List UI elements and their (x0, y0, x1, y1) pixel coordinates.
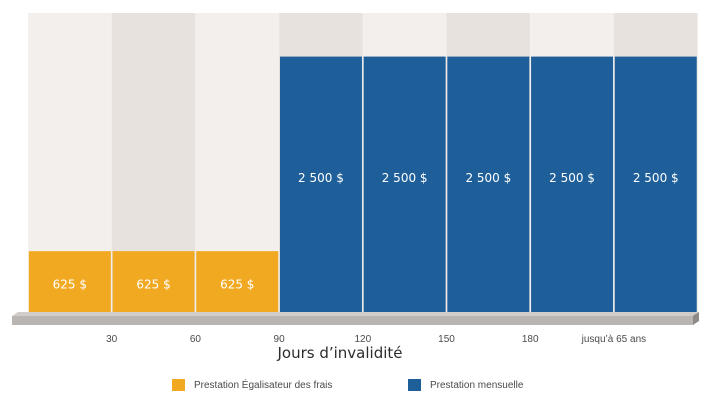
legend: Prestation Égalisateur des frais Prestati… (0, 379, 720, 397)
x-tick-label: 120 (354, 334, 371, 345)
x-tick-label: 150 (438, 334, 455, 345)
axis-side-face (693, 312, 699, 325)
x-tick-label: jusqu’à 65 ans (581, 334, 647, 345)
legend-item: Prestation Égalisateur des frais (172, 379, 332, 391)
bar (363, 56, 446, 317)
bar (196, 251, 279, 316)
bar-value-label: 2 500 $ (633, 171, 679, 185)
bar (112, 251, 195, 316)
bar-value-label: 2 500 $ (382, 171, 428, 185)
bar-value-label: 2 500 $ (549, 171, 595, 185)
bar-value-label: 625 $ (53, 278, 87, 292)
bar (279, 56, 362, 317)
axis-top-face (12, 312, 699, 316)
axis-front-face (12, 316, 693, 325)
bar (614, 56, 697, 317)
legend-item: Prestation mensuelle (408, 379, 523, 391)
x-axis-title: Jours d’invalidité (277, 344, 403, 362)
bar-value-label: 2 500 $ (298, 171, 344, 185)
legend-label: Prestation mensuelle (430, 379, 524, 391)
bar (531, 56, 614, 317)
x-tick-label: 180 (522, 334, 539, 345)
bar-value-label: 625 $ (220, 278, 254, 292)
legend-label: Prestation Égalisateur des frais (194, 379, 333, 391)
bar (447, 56, 530, 317)
bar-value-label: 2 500 $ (465, 171, 511, 185)
x-tick-label: 30 (106, 334, 118, 345)
x-tick-label: 60 (190, 334, 202, 345)
legend-swatch (408, 379, 421, 391)
legend-swatch (172, 379, 185, 391)
bar (28, 251, 111, 316)
x-tick-label: 90 (274, 334, 286, 345)
bar-value-label: 625 $ (136, 278, 170, 292)
